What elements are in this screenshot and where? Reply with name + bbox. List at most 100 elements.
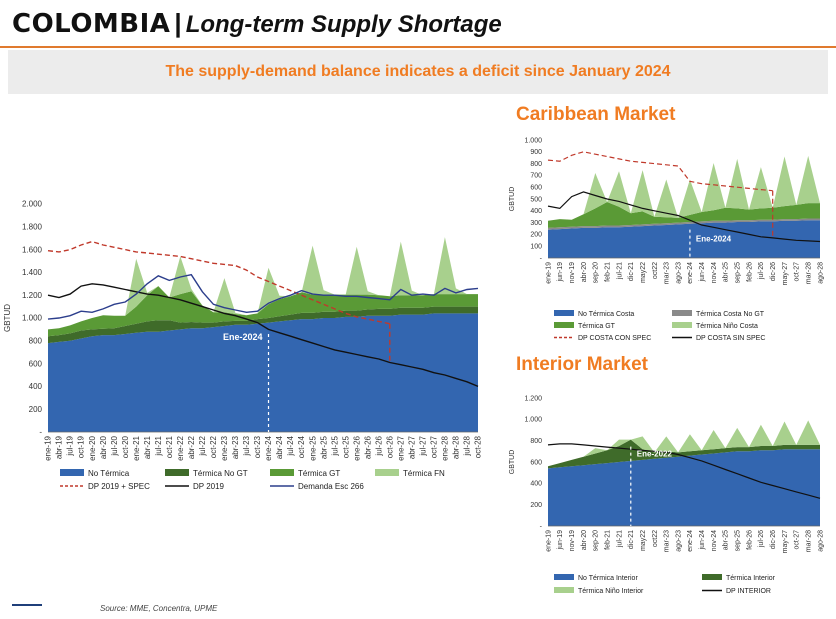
caribbean-ytick: - xyxy=(540,255,543,262)
caribbean-xtick: jul-26 xyxy=(758,262,765,280)
interior-xtick: may-27 xyxy=(782,530,789,553)
caribbean-xtick: feb-21 xyxy=(604,262,611,282)
national-legend-swatch xyxy=(165,469,189,476)
national-ytick: 400 xyxy=(29,382,43,391)
national-xtick: oct-21 xyxy=(165,435,174,458)
interior-xtick: mar-23 xyxy=(664,530,671,552)
interior-xtick: abr-20 xyxy=(581,530,588,550)
caribbean-legend-swatch xyxy=(554,310,574,316)
interior-line-dp-interior xyxy=(547,443,821,499)
caribbean-line-dp-costa-sin-spec xyxy=(547,191,821,243)
national-xtick: jul-27 xyxy=(419,435,428,456)
national-xtick: oct-27 xyxy=(430,435,439,458)
national-ytick: 1.400 xyxy=(22,268,43,277)
caribbean-ytick: 900 xyxy=(530,149,542,156)
caribbean-xtick: may-27 xyxy=(782,262,789,285)
caribbean-xtick: nov-19 xyxy=(569,262,576,284)
interior-legend-swatch xyxy=(702,574,722,580)
caribbean-ytick: 100 xyxy=(530,244,542,251)
national-xtick: jul-21 xyxy=(154,435,163,456)
title-separator: | xyxy=(174,8,182,38)
caribbean-ytick: 600 xyxy=(530,185,542,192)
national-line-dp-2019 xyxy=(47,283,479,388)
title-rule xyxy=(0,46,836,48)
interior-area-termica-interior xyxy=(548,439,820,469)
national-xtick: ene-21 xyxy=(132,435,141,460)
caribbean-xtick: oct-27 xyxy=(794,262,801,282)
interior-ytick: 200 xyxy=(530,502,542,509)
national-xtick: abr-25 xyxy=(319,435,328,459)
interior-xtick: jun-24 xyxy=(699,530,706,551)
interior-market-title: Interior Market xyxy=(516,354,648,375)
caribbean-area-termica-gt xyxy=(548,202,820,228)
interior-ytick: 1.200 xyxy=(524,395,542,402)
interior-legend-label: Térmica Niño Interior xyxy=(578,588,644,595)
national-xtick: jul-23 xyxy=(242,435,251,456)
interior-xtick: ene-19 xyxy=(545,530,552,552)
national-xtick: jul-26 xyxy=(374,435,383,456)
caribbean-ylabel: GBTUD xyxy=(509,187,516,212)
caribbean-legend-label: Térmica Niño Costa xyxy=(696,323,758,330)
national-xtick: oct-28 xyxy=(474,435,483,458)
national-xtick: jul-25 xyxy=(330,435,339,456)
interior-ytick: - xyxy=(540,523,543,530)
caribbean-xtick: abr-25 xyxy=(723,262,730,282)
caribbean-ytick: 800 xyxy=(530,161,542,168)
interior-xtick: sep-25 xyxy=(735,530,742,552)
national-ytick: 1.000 xyxy=(22,314,43,323)
caribbean-xtick: ene-24 xyxy=(687,262,694,284)
caribbean-area-no-termica-costa xyxy=(548,220,820,258)
interior-legend-label: DP INTERIOR xyxy=(726,588,771,595)
caribbean-xtick: jun-24 xyxy=(699,262,706,283)
national-area-termica-gt xyxy=(48,286,478,337)
interior-xtick: dic-26 xyxy=(770,530,777,549)
caribbean-xtick: nov-24 xyxy=(711,262,718,284)
interior-xtick: jul-21 xyxy=(616,530,623,548)
national-legend-label: DP 2019 xyxy=(193,482,225,491)
interior-xtick: abr-25 xyxy=(723,530,730,550)
interior-legend-swatch xyxy=(554,587,574,593)
interior-xtick: oct22 xyxy=(652,530,659,547)
national-xtick: ene-24 xyxy=(264,435,273,460)
caribbean-ytick: 700 xyxy=(530,173,542,180)
national-area-termica-no-gt xyxy=(48,306,478,344)
national-xtick: jul-19 xyxy=(66,435,75,456)
caribbean-legend-label: Térmica GT xyxy=(578,323,616,330)
caribbean-market-title: Caribbean Market xyxy=(516,104,676,125)
national-xtick: oct-19 xyxy=(77,435,86,458)
national-xtick: ene-25 xyxy=(308,435,317,460)
interior-area-termica-nino-interior xyxy=(548,420,820,467)
national-legend-label: Demanda Esc 266 xyxy=(298,482,364,491)
interior-xtick: sep-20 xyxy=(593,530,600,552)
national-chart: - 200 400 600 800 1.000 1.200 1.400 1.600 1.800 2.… xyxy=(3,200,483,491)
caribbean-legend-swatch xyxy=(672,310,692,316)
national-xtick: ene-20 xyxy=(88,435,97,460)
interior-xtick: ene-24 xyxy=(687,530,694,552)
caribbean-xtick: dic-21 xyxy=(628,262,635,281)
headline-banner: The supply-demand balance indicates a de… xyxy=(8,50,828,94)
country-name: COLOMBIA xyxy=(12,9,171,39)
national-xtick: jul-24 xyxy=(286,435,295,456)
caribbean-ytick: 1.000 xyxy=(524,137,542,144)
interior-ylabel: GBTUD xyxy=(509,450,516,475)
national-ytick: 1.600 xyxy=(22,245,43,254)
national-xtick: jul-20 xyxy=(110,435,119,456)
interior-legend-swatch xyxy=(554,574,574,580)
interior-xtick: feb-21 xyxy=(604,530,611,550)
caribbean-legend-label: DP COSTA SIN SPEC xyxy=(696,335,765,342)
caribbean-legend-label: Térmica Costa No GT xyxy=(696,311,765,318)
national-legend-label: Térmica GT xyxy=(298,469,340,478)
interior-xtick: feb-26 xyxy=(746,530,753,550)
interior-xtick: nov-24 xyxy=(711,530,718,552)
interior-xtick: mar-28 xyxy=(806,530,813,552)
interior-xtick: ago-23 xyxy=(675,530,682,552)
national-xtick: oct-25 xyxy=(341,435,350,458)
caribbean-xtick: abr-20 xyxy=(581,262,588,282)
caribbean-xtick: sep-25 xyxy=(735,262,742,284)
caribbean-legend-label: No Térmica Costa xyxy=(578,311,634,318)
national-ytick: - xyxy=(39,428,42,437)
national-legend-swatch xyxy=(60,469,84,476)
interior-xtick: may22 xyxy=(640,530,647,551)
national-xtick: ene-22 xyxy=(176,435,185,460)
caribbean-xtick: mar-23 xyxy=(664,262,671,284)
